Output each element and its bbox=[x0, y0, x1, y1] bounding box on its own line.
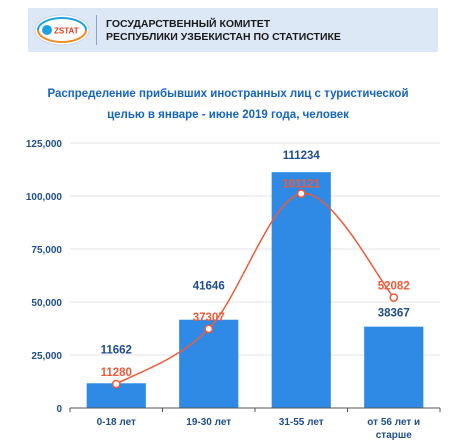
org-line-2: РЕСПУБЛИКИ УЗБЕКИСТАН ПО СТАТИСТИКЕ bbox=[106, 31, 341, 43]
bar bbox=[364, 326, 424, 408]
y-tick-label: 75,000 bbox=[31, 245, 62, 256]
x-tick-label: 31-55 лет bbox=[279, 417, 324, 428]
bar bbox=[271, 172, 331, 408]
trend-line bbox=[115, 192, 395, 385]
bar bbox=[179, 319, 239, 408]
x-tick-label-line-2: старше bbox=[376, 430, 412, 441]
chart-title: Распределение прибывших иностранных лиц … bbox=[20, 84, 436, 126]
y-tick-label: 50,000 bbox=[31, 298, 62, 309]
line-data-label: 52082 bbox=[378, 281, 410, 293]
line-point bbox=[204, 324, 214, 334]
y-tick-label: 25,000 bbox=[31, 351, 62, 362]
y-tick-label: 100,000 bbox=[26, 192, 63, 203]
line-point bbox=[296, 189, 306, 198]
bar-data-label: 111234 bbox=[283, 150, 321, 162]
logo-text: ZSTAT bbox=[54, 27, 79, 36]
x-tick-label: от 56 лет и bbox=[367, 417, 420, 428]
line-data-label: 11280 bbox=[101, 367, 132, 379]
chart-title-line-1: Распределение прибывших иностранных лиц … bbox=[47, 88, 409, 100]
zstat-logo: ZSTAT bbox=[34, 14, 90, 46]
line-point bbox=[111, 379, 121, 389]
x-tick-label: 19-30 лет bbox=[186, 417, 231, 428]
y-tick-label: 0 bbox=[56, 404, 62, 415]
line-data-label: 37307 bbox=[193, 312, 225, 324]
line-point bbox=[389, 293, 399, 302]
y-tick-label: 125,000 bbox=[26, 139, 63, 150]
bar-data-label: 41646 bbox=[193, 281, 225, 293]
bar-data-label: 11662 bbox=[101, 344, 132, 356]
x-tick-label: 0-18 лет bbox=[97, 417, 136, 428]
header-banner: ZSTAT ГОСУДАРСТВЕННЫЙ КОМИТЕТ РЕСПУБЛИКИ… bbox=[28, 8, 438, 52]
bar-data-label: 38367 bbox=[378, 308, 410, 320]
line-data-label: 101121 bbox=[282, 179, 320, 191]
org-line-1: ГОСУДАРСТВЕННЫЙ КОМИТЕТ bbox=[106, 18, 271, 30]
chart-title-line-2: целью в январе - июне 2019 года, человек bbox=[107, 109, 349, 121]
organization-name: ГОСУДАРСТВЕННЫЙ КОМИТЕТ РЕСПУБЛИКИ УЗБЕК… bbox=[106, 18, 341, 44]
logo-divider bbox=[96, 15, 97, 45]
